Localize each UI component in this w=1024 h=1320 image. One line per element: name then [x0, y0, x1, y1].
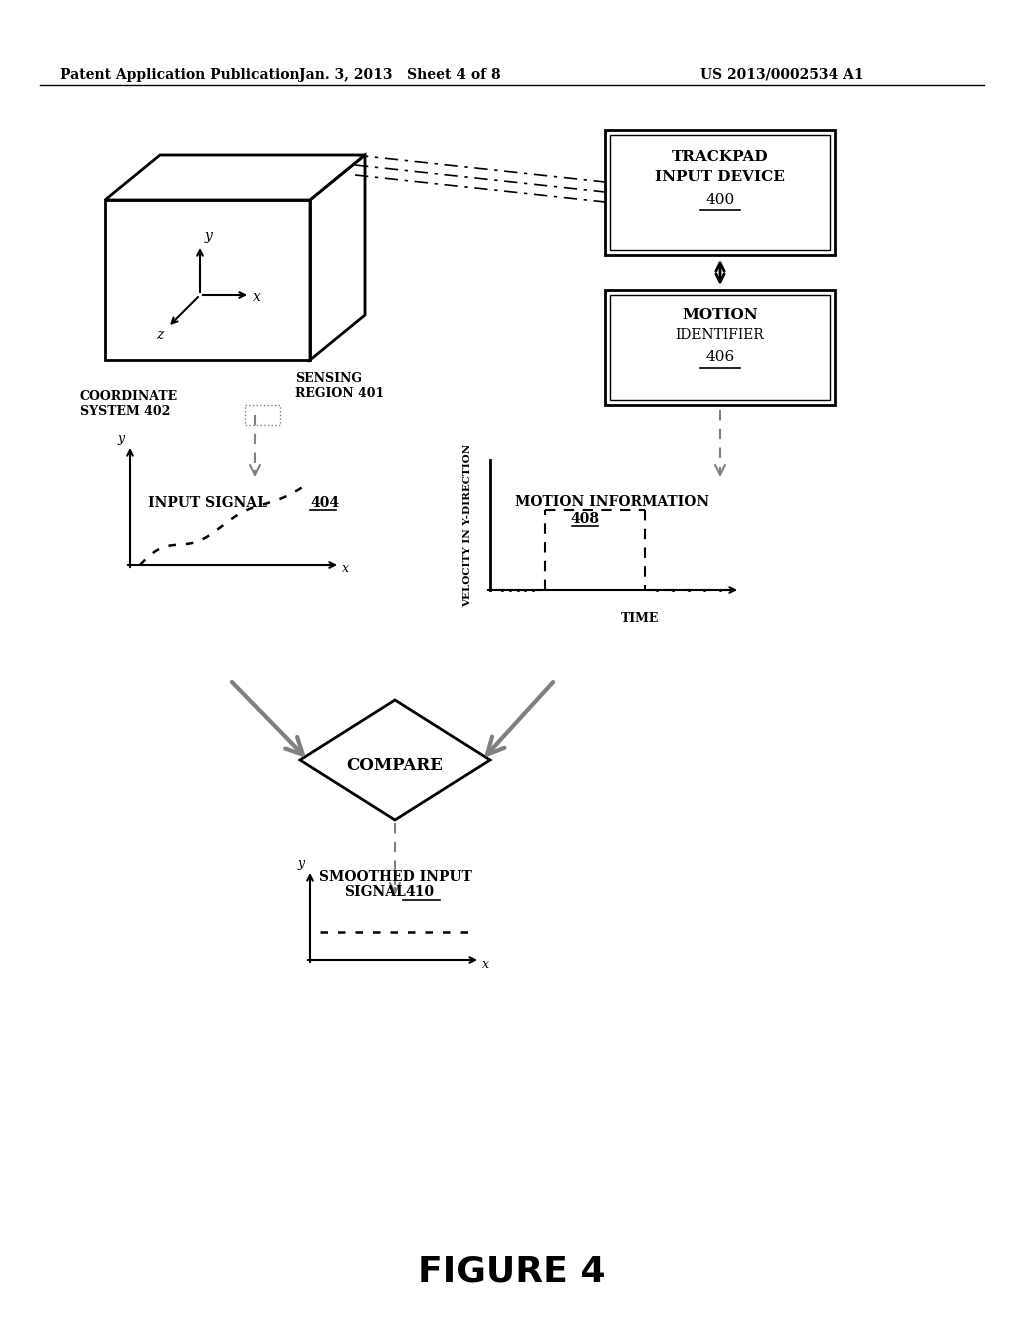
Text: TIME: TIME [621, 612, 659, 624]
Text: COORDINATE: COORDINATE [80, 389, 178, 403]
Text: z: z [156, 327, 163, 342]
Text: SENSING: SENSING [295, 372, 362, 385]
Text: INPUT SIGNAL: INPUT SIGNAL [148, 496, 267, 510]
Text: Jan. 3, 2013   Sheet 4 of 8: Jan. 3, 2013 Sheet 4 of 8 [299, 69, 501, 82]
Text: MOTION: MOTION [682, 308, 758, 322]
Text: y: y [297, 857, 304, 870]
Text: SMOOTHED INPUT: SMOOTHED INPUT [318, 870, 471, 884]
Text: 400: 400 [706, 193, 734, 207]
Text: FIGURE 4: FIGURE 4 [418, 1255, 606, 1290]
Text: x: x [482, 957, 489, 970]
Text: MOTION INFORMATION: MOTION INFORMATION [515, 495, 710, 510]
Text: INPUT DEVICE: INPUT DEVICE [655, 170, 785, 183]
Text: VELOCITY IN Y-DIRECTION: VELOCITY IN Y-DIRECTION [463, 444, 472, 607]
Text: 408: 408 [570, 512, 599, 525]
Text: y: y [205, 228, 213, 243]
Text: Patent Application Publication: Patent Application Publication [60, 69, 300, 82]
Text: REGION 401: REGION 401 [295, 387, 384, 400]
Text: y: y [117, 432, 124, 445]
Text: 404: 404 [310, 496, 339, 510]
Text: x: x [342, 562, 349, 576]
Text: 410: 410 [406, 884, 434, 899]
Text: US 2013/0002534 A1: US 2013/0002534 A1 [700, 69, 863, 82]
Text: TRACKPAD: TRACKPAD [672, 150, 768, 164]
Text: SIGNAL: SIGNAL [344, 884, 406, 899]
Text: SYSTEM 402: SYSTEM 402 [80, 405, 170, 418]
Text: IDENTIFIER: IDENTIFIER [676, 327, 764, 342]
Text: COMPARE: COMPARE [346, 756, 443, 774]
Text: 406: 406 [706, 350, 734, 364]
Text: x: x [253, 290, 261, 304]
